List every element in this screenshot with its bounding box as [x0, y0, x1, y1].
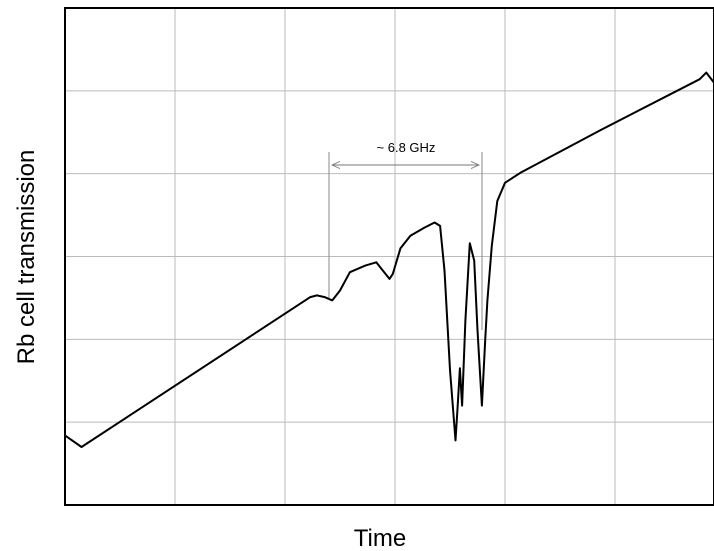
- annotation: ~ 6.8 GHz: [377, 140, 436, 155]
- data-line: [64, 71, 714, 448]
- plot-frame: [64, 7, 714, 506]
- series: [64, 71, 714, 448]
- annotation-bracket: ~ 6.8 GHz: [328, 140, 483, 330]
- grid: [65, 8, 714, 505]
- y-axis-label: Rb cell transmission: [13, 150, 40, 365]
- x-axis-label: Time: [354, 525, 406, 551]
